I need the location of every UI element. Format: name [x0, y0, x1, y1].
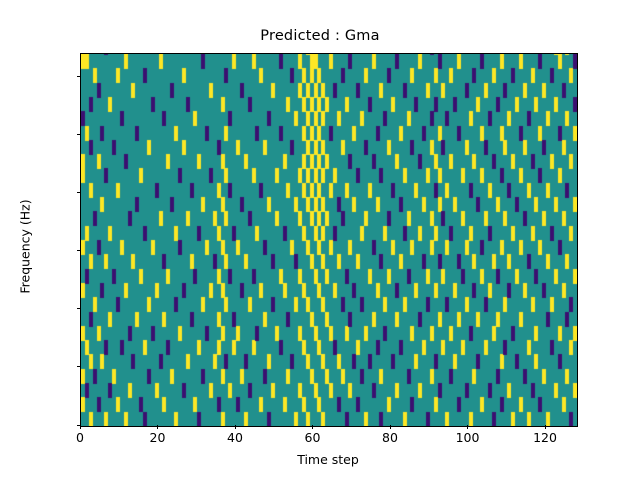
y-tick-mark: [76, 366, 80, 368]
x-tick-label: 80: [382, 430, 398, 445]
y-tick-mark: [76, 250, 80, 252]
y-tick-mark: [76, 133, 80, 135]
x-tick-mark: [157, 425, 159, 429]
x-tick-mark: [312, 425, 314, 429]
x-tick-mark: [467, 425, 469, 429]
y-tick-mark: [76, 75, 80, 77]
x-tick-label: 120: [533, 430, 557, 445]
x-tick-label: 60: [304, 430, 321, 445]
x-tick-label: 100: [455, 430, 480, 445]
heatmap-axes: [80, 53, 578, 427]
y-tick-mark: [76, 308, 80, 310]
y-tick-mark: [76, 424, 80, 426]
y-axis-label: Frequency (Hz): [17, 199, 33, 294]
x-tick-label: 20: [149, 430, 166, 445]
x-tick-mark: [389, 425, 391, 429]
x-tick-mark: [79, 425, 81, 429]
heatmap-image: [81, 54, 577, 426]
x-tick-label: 40: [227, 430, 243, 445]
x-tick-mark: [234, 425, 236, 429]
chart-title: Predicted : Gma: [260, 28, 380, 44]
x-tick-label: 0: [76, 430, 84, 445]
y-tick-mark: [76, 192, 80, 194]
x-tick-mark: [544, 425, 546, 429]
x-axis-label: Time step: [297, 452, 359, 467]
